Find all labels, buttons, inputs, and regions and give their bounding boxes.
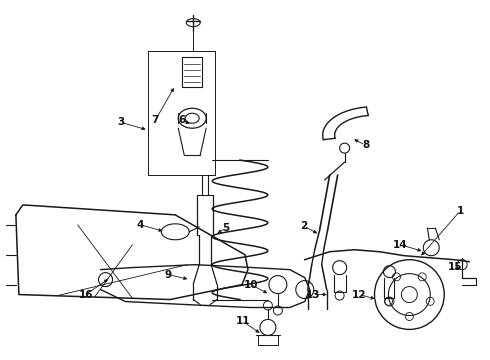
Text: 12: 12	[352, 289, 367, 300]
Text: 8: 8	[362, 140, 369, 150]
Text: 11: 11	[236, 316, 250, 327]
Text: 15: 15	[448, 262, 463, 272]
Text: 4: 4	[137, 220, 144, 230]
Text: 13: 13	[305, 289, 320, 300]
Text: 14: 14	[393, 240, 408, 250]
Text: 1: 1	[457, 206, 464, 216]
Text: 3: 3	[117, 117, 124, 127]
Text: 5: 5	[222, 223, 230, 233]
Text: 10: 10	[244, 280, 258, 289]
Text: 9: 9	[165, 270, 172, 280]
Text: 16: 16	[78, 289, 93, 300]
Text: 7: 7	[152, 115, 159, 125]
Text: 2: 2	[300, 221, 307, 231]
Text: 6: 6	[179, 115, 186, 125]
